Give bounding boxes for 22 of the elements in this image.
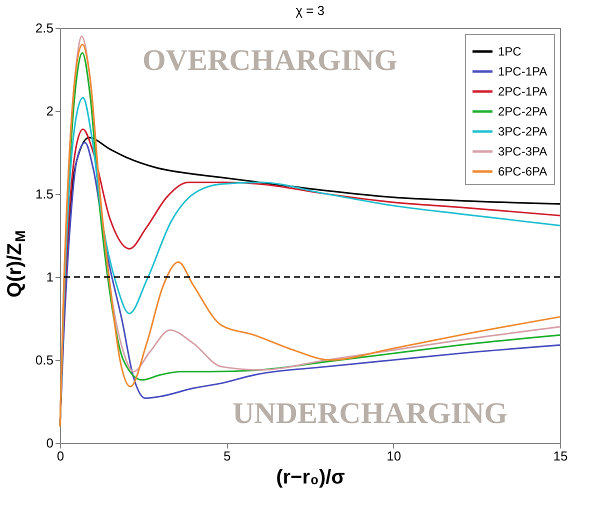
legend-label: 6PC-6PA <box>498 164 548 178</box>
x-tick-label: 15 <box>553 448 568 464</box>
legend-label: 1PC <box>498 44 522 58</box>
legend-label: 2PC-2PA <box>498 104 548 118</box>
legend-label: 1PC-1PA <box>498 64 548 78</box>
y-tick-label: 0.5 <box>35 352 54 368</box>
legend-label: 2PC-1PA <box>498 84 548 98</box>
x-axis-title: (r−r₀)/σ <box>276 466 346 488</box>
y-axis-title: Q(r)/ZM <box>4 230 28 298</box>
legend-label: 3PC-2PA <box>498 124 548 138</box>
x-tick-label: 10 <box>386 448 402 464</box>
chart-title: χ = 3 <box>296 3 324 18</box>
y-tick-label: 2 <box>46 104 54 118</box>
y-tick-label: 2.5 <box>35 20 54 36</box>
annotation: OVERCHARGING <box>142 44 398 78</box>
y-tick-label: 1.5 <box>35 186 54 202</box>
x-tick-label: 5 <box>224 448 231 464</box>
y-tick-label: 0 <box>46 436 54 450</box>
legend-label: 3PC-3PA <box>498 144 548 158</box>
y-tick-label: 1 <box>46 270 54 284</box>
x-tick-label: 0 <box>56 448 64 464</box>
annotation: UNDERCHARGING <box>232 396 508 430</box>
